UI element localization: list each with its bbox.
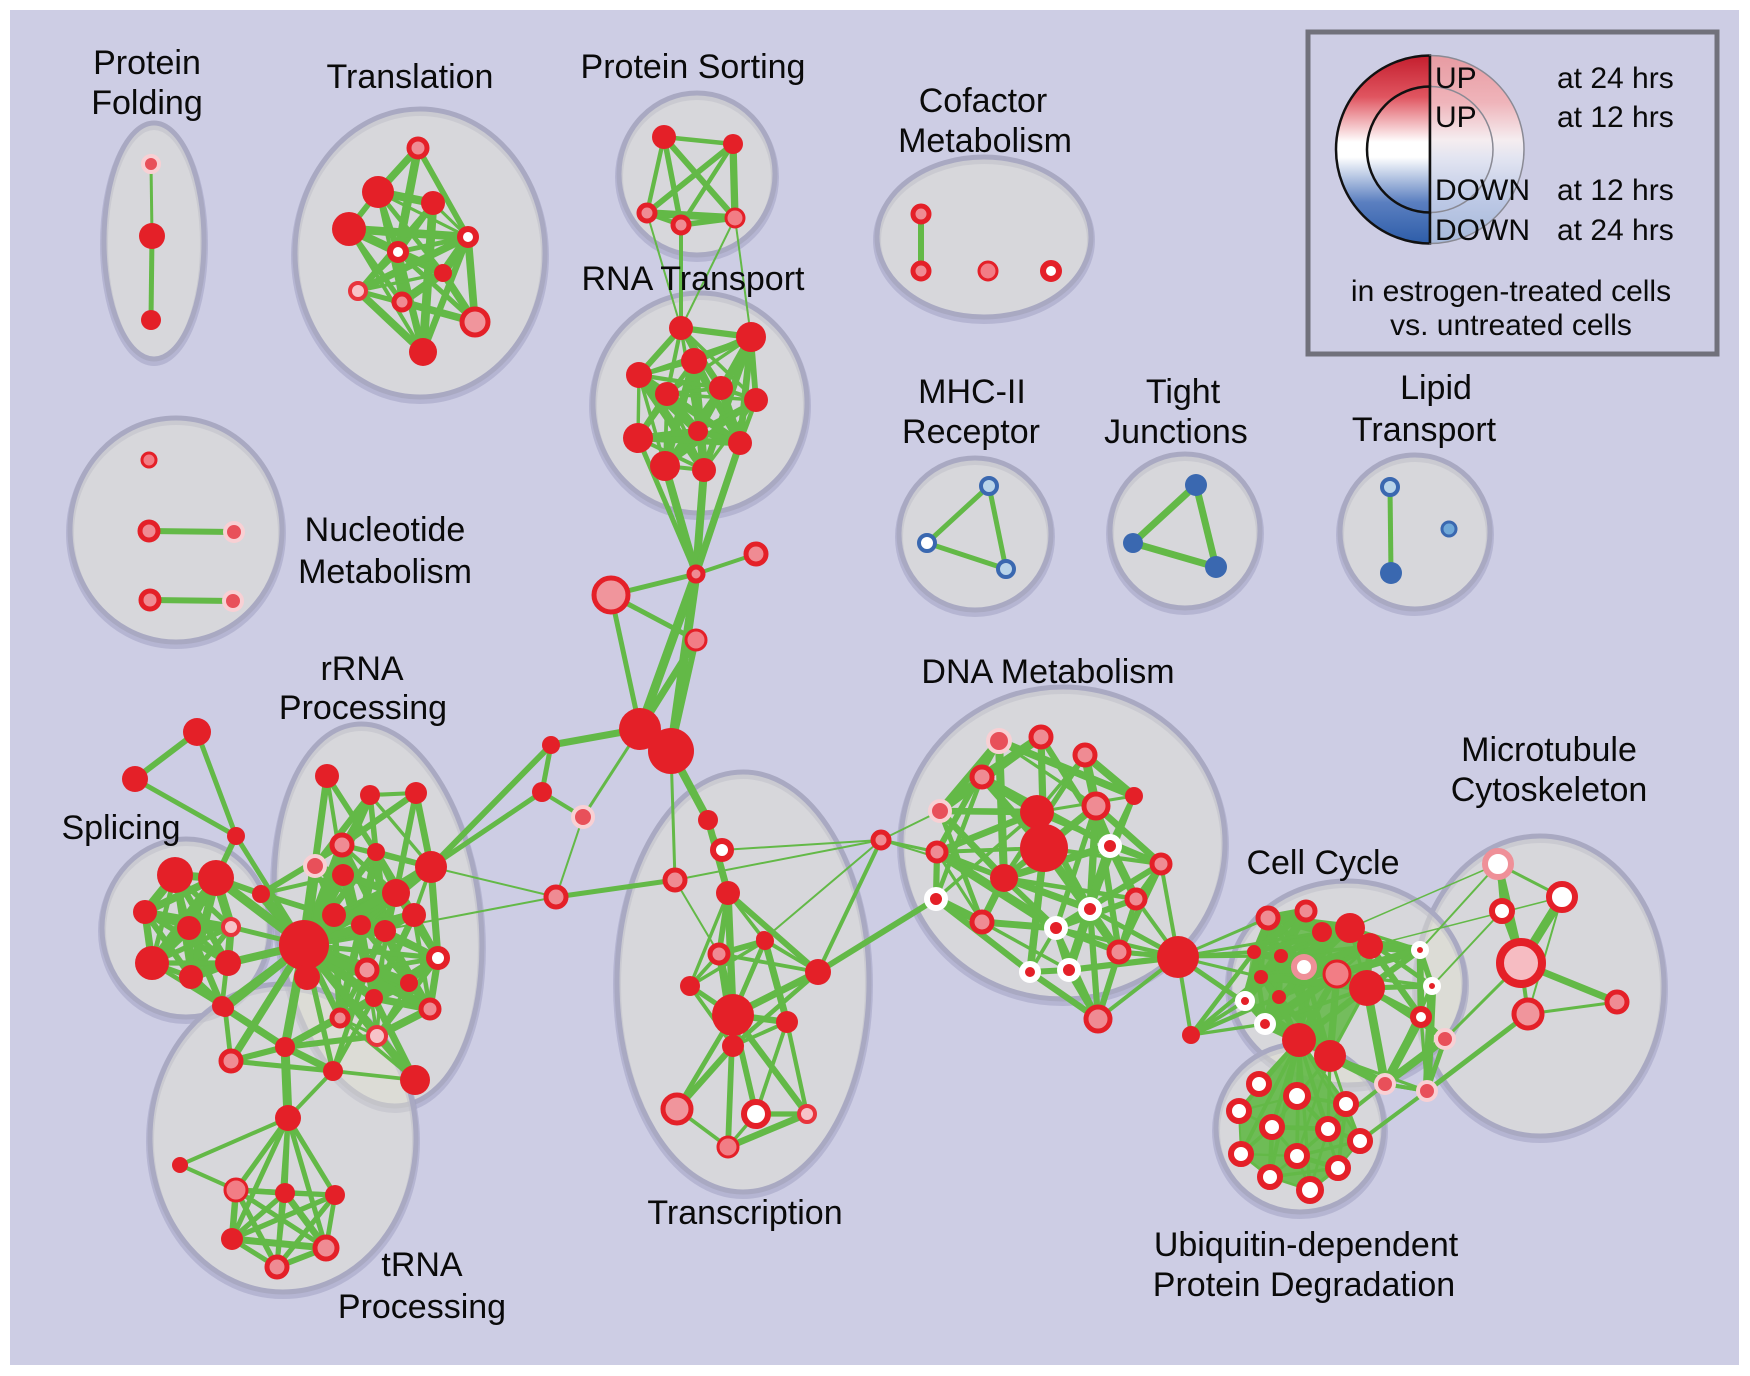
svg-text:Receptor: Receptor xyxy=(902,413,1040,451)
svg-text:at 12 hrs: at 12 hrs xyxy=(1557,101,1674,134)
svg-text:rRNA: rRNA xyxy=(320,650,403,688)
svg-text:UP: UP xyxy=(1435,101,1477,134)
svg-text:DOWN: DOWN xyxy=(1435,214,1530,247)
svg-text:RNA Transport: RNA Transport xyxy=(582,260,806,298)
svg-text:Protein Degradation: Protein Degradation xyxy=(1153,1266,1455,1304)
svg-text:Transport: Transport xyxy=(1352,411,1497,449)
svg-text:DOWN: DOWN xyxy=(1435,174,1530,207)
svg-text:Tight: Tight xyxy=(1146,373,1221,411)
svg-text:UP: UP xyxy=(1435,62,1477,95)
svg-text:Translation: Translation xyxy=(327,58,494,96)
svg-text:Processing: Processing xyxy=(338,1288,506,1326)
svg-text:Protein Sorting: Protein Sorting xyxy=(581,48,806,86)
svg-text:Nucleotide: Nucleotide xyxy=(305,511,466,549)
svg-text:Cytoskeleton: Cytoskeleton xyxy=(1451,771,1648,809)
svg-text:at 12 hrs: at 12 hrs xyxy=(1557,174,1674,207)
svg-text:MHC-II: MHC-II xyxy=(918,373,1026,411)
svg-text:Processing: Processing xyxy=(279,689,447,727)
svg-text:Metabolism: Metabolism xyxy=(298,553,472,591)
svg-text:Cell Cycle: Cell Cycle xyxy=(1246,844,1399,882)
svg-text:vs. untreated cells: vs. untreated cells xyxy=(1390,309,1632,342)
svg-text:DNA Metabolism: DNA Metabolism xyxy=(921,653,1174,691)
svg-text:Splicing: Splicing xyxy=(61,809,180,847)
svg-text:at 24 hrs: at 24 hrs xyxy=(1557,62,1674,95)
svg-text:Ubiquitin-dependent: Ubiquitin-dependent xyxy=(1154,1226,1459,1264)
svg-text:Protein: Protein xyxy=(93,44,201,82)
svg-text:Cofactor: Cofactor xyxy=(919,82,1048,120)
svg-text:Metabolism: Metabolism xyxy=(898,122,1072,160)
svg-text:Junctions: Junctions xyxy=(1104,413,1248,451)
svg-text:Microtubule: Microtubule xyxy=(1461,731,1637,769)
svg-text:in estrogen-treated cells: in estrogen-treated cells xyxy=(1351,275,1671,308)
svg-text:Transcription: Transcription xyxy=(647,1194,842,1232)
svg-text:Lipid: Lipid xyxy=(1400,369,1472,407)
svg-text:tRNA: tRNA xyxy=(381,1246,463,1284)
svg-text:at 24 hrs: at 24 hrs xyxy=(1557,214,1674,247)
svg-text:Folding: Folding xyxy=(91,84,203,122)
